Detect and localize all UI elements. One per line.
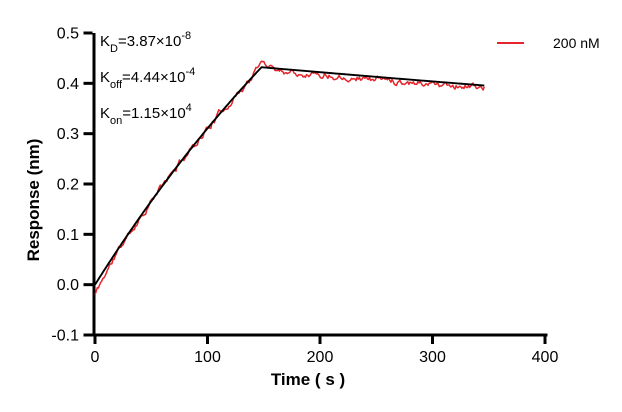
tick-labels: 0 100 200 300 400 -0.1 0.0 0.1 0.2 0.3 0.4 0.5	[51, 26, 558, 367]
series-measured-200nM	[94, 60, 486, 295]
x-tick-label: 200	[307, 349, 334, 366]
x-axis-title: Time ( s )	[270, 370, 346, 389]
y-tick-label: 0.4	[57, 76, 79, 93]
y-tick-label: 0.1	[57, 227, 79, 244]
y-tick-label: 0.2	[57, 177, 79, 194]
y-tick-label: -0.1	[51, 328, 79, 345]
y-tick-label: 0.3	[57, 126, 79, 143]
x-tick-label: 0	[91, 349, 100, 366]
kinetic-constant-line: Kon=1.15×104	[100, 102, 192, 127]
x-tick-label: 300	[419, 349, 446, 366]
kinetic-constant-line: Koff=4.44×10-4	[100, 66, 196, 91]
y-axis-title: Response (nm)	[24, 138, 43, 262]
x-tick-label: 400	[532, 349, 559, 366]
y-tick-label: 0.0	[57, 277, 79, 294]
kinetic-constants-annotation: KD=3.87×10-8 Koff=4.44×10-4 Kon=1.15×104	[100, 24, 195, 132]
series-kinetic-fit	[94, 66, 485, 286]
legend-line-swatch	[497, 42, 524, 44]
kinetic-constant-line: KD=3.87×10-8	[100, 30, 192, 55]
y-tick-label: 0.5	[57, 26, 79, 43]
legend: 200 nM	[497, 35, 600, 51]
legend-label: 200 nM	[553, 35, 600, 51]
axes	[83, 31, 548, 344]
x-tick-label: 100	[194, 349, 221, 366]
